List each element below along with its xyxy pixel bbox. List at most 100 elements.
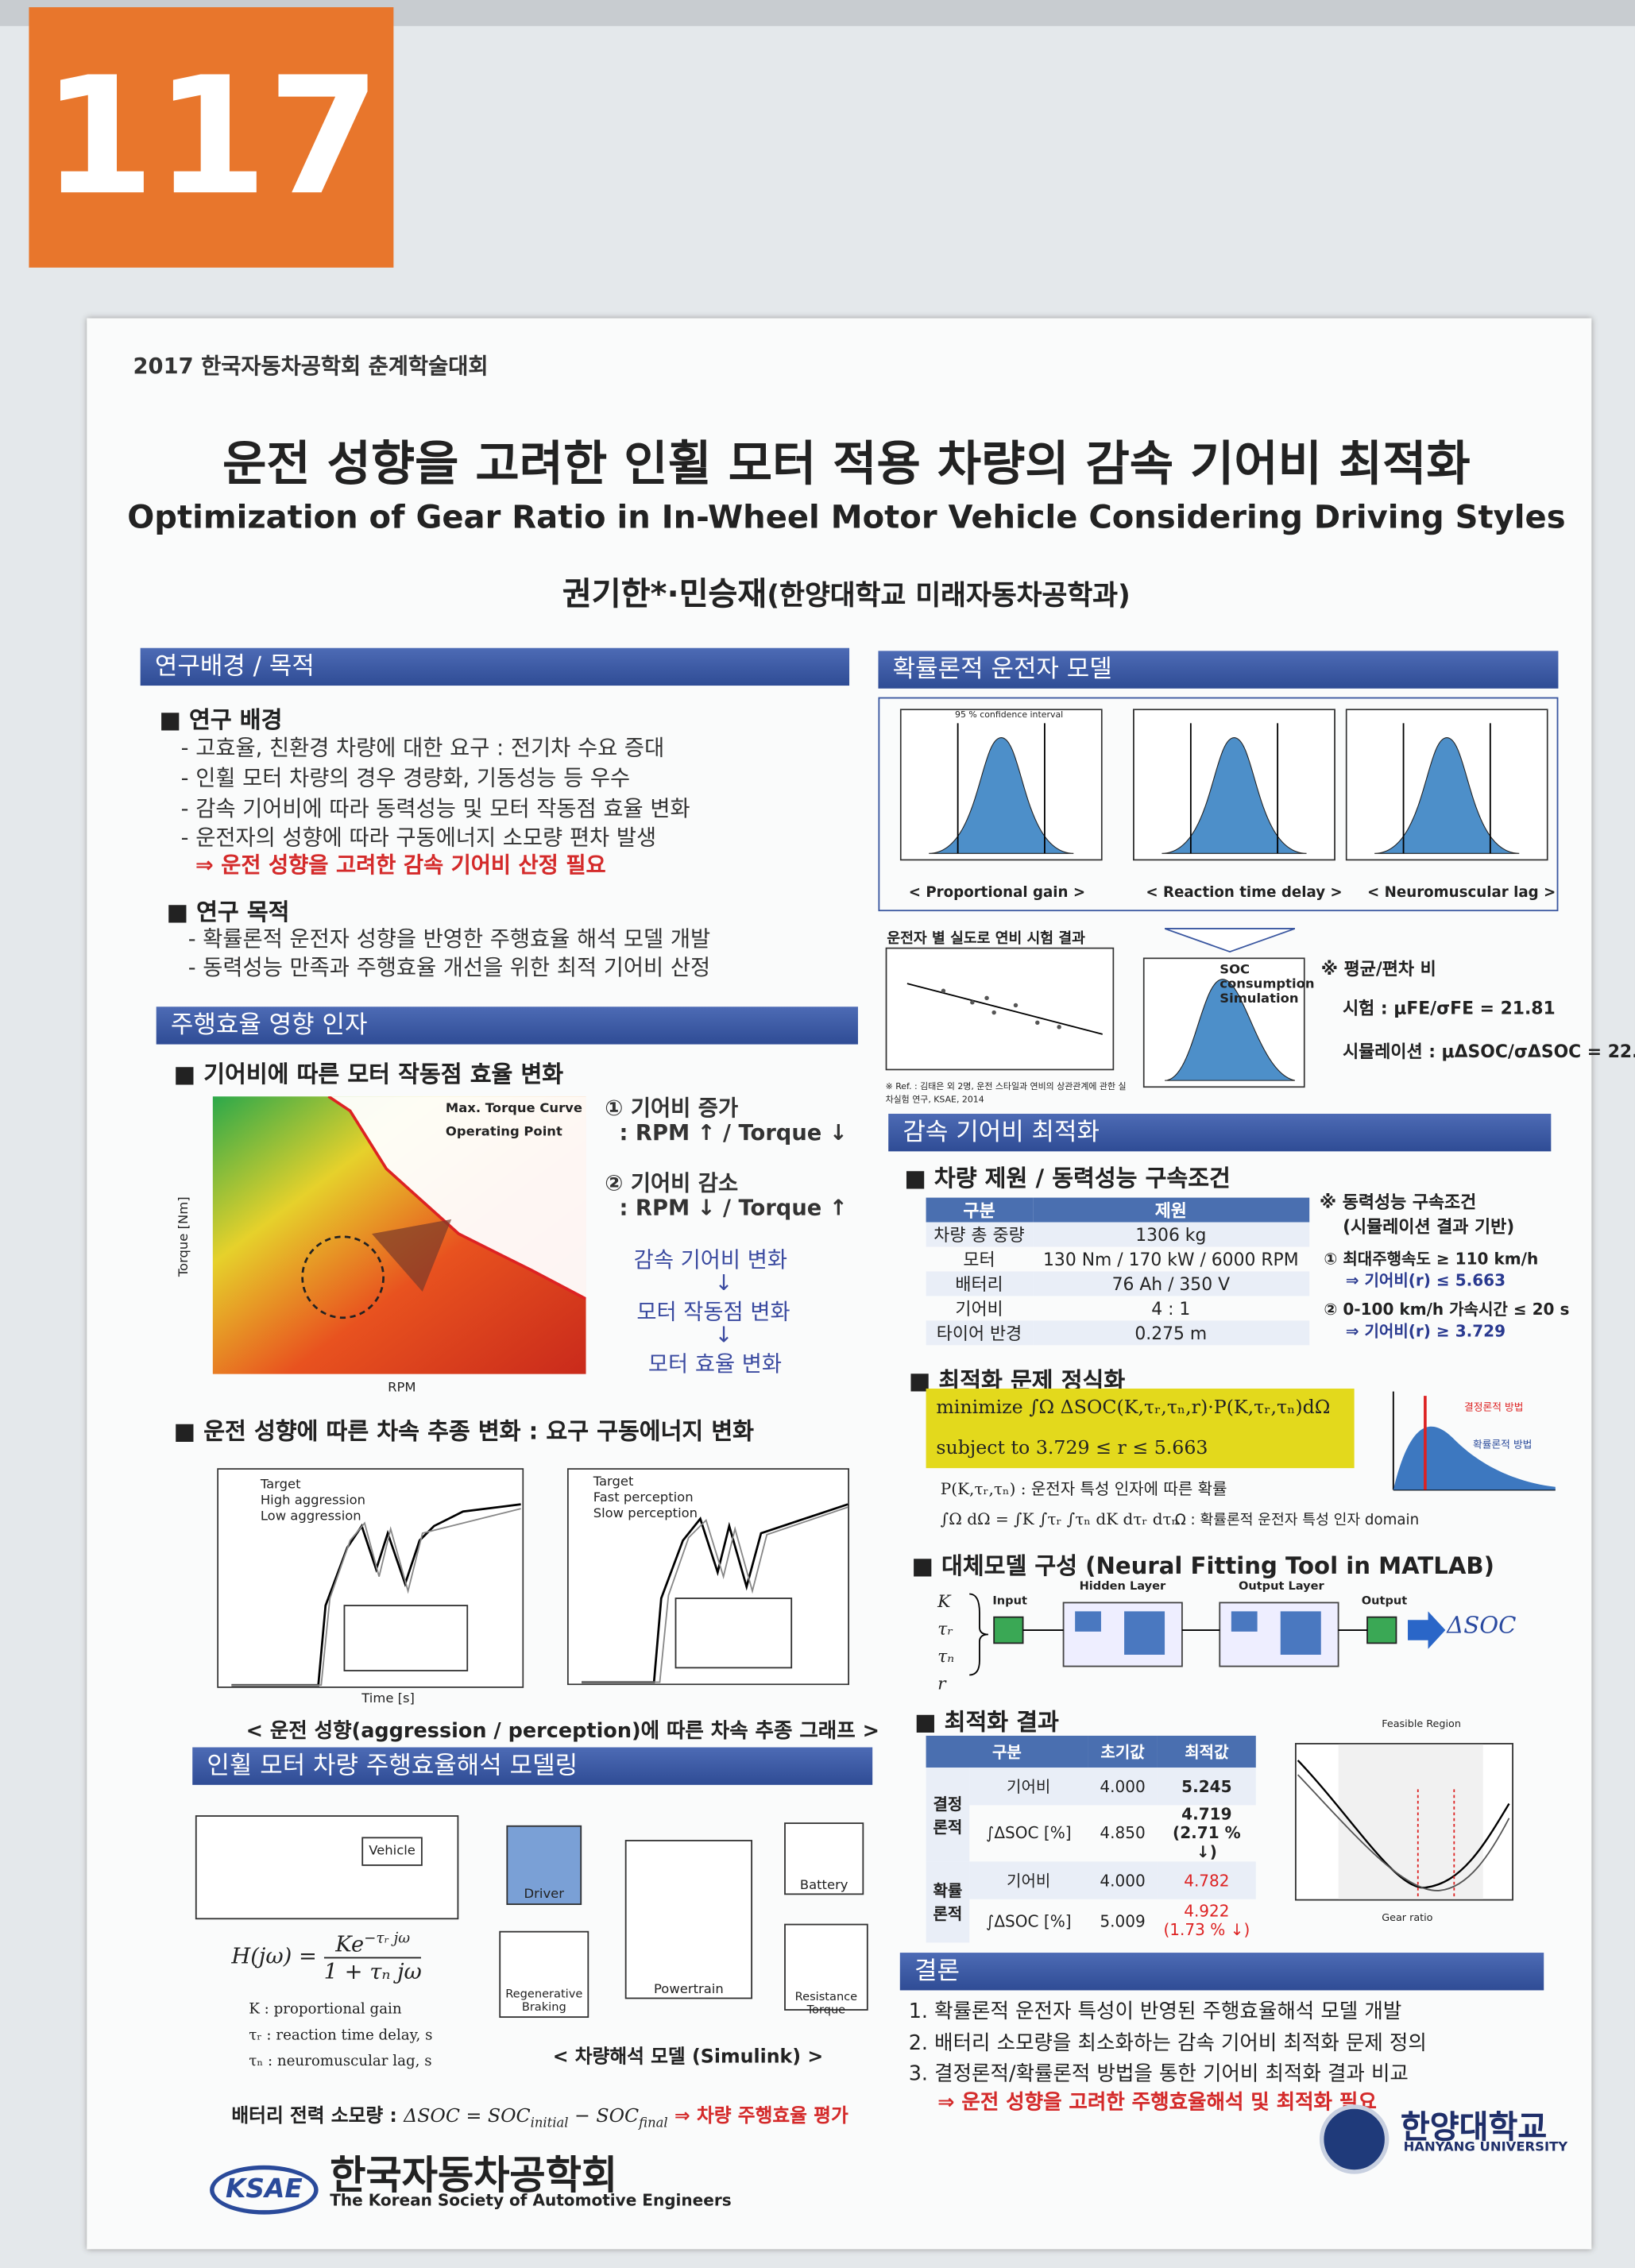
histogram bbox=[1142, 957, 1305, 1088]
graph-label: 확률론적 방법 bbox=[1472, 1439, 1533, 1451]
constraint: ⇒ 기어비(r) ≤ 5.663 bbox=[1345, 1271, 1506, 1291]
probability-graph bbox=[1392, 1391, 1556, 1491]
nn-label: Input bbox=[992, 1594, 1027, 1607]
subheading: ■ 운전 성향에 따른 차속 추종 변화 : 요구 구동에너지 변화 bbox=[173, 1417, 754, 1445]
cell: 구분 bbox=[991, 1743, 1022, 1762]
result-table: 구분 초기값 최적값 결정론적 기어비 4.000 5.245 ∫ΔSOC [%] 4.85… bbox=[926, 1735, 1256, 1942]
cell: 기어비 bbox=[1007, 1777, 1051, 1797]
ratio: 시뮬레이션 : μΔSOC/σΔSOC = 22.13 bbox=[1343, 1041, 1635, 1062]
axis-label: Torque [Nm] bbox=[177, 1196, 192, 1277]
note: : RPM ↑ / Torque ↓ bbox=[619, 1119, 848, 1146]
cell: 4 : 1 bbox=[1151, 1298, 1191, 1319]
caption: < Reaction time delay > bbox=[1146, 885, 1343, 902]
definition: Ω : 확률론적 운전자 특성 인자 domain bbox=[1174, 1513, 1420, 1529]
cell: 기어비 bbox=[1007, 1872, 1051, 1891]
cell: 구분 bbox=[963, 1200, 995, 1221]
text-line: - 감속 기어비에 따라 동력성능 및 모터 작동점 효율 변화 bbox=[180, 795, 690, 822]
spec-table: 구분 제원 차량 총 중량 1306 kg 모터 130 Nm / 170 kW / … bbox=[926, 1197, 1310, 1346]
table-row: 배터리 76 Ah / 350 V bbox=[926, 1271, 1310, 1296]
cell: 타이어 반경 bbox=[936, 1323, 1022, 1344]
objective: minimize ∫Ω ΔSOC(K,τᵣ,τₙ,r)·P(K,τᵣ,τₙ)dΩ bbox=[936, 1397, 1331, 1420]
legend-entry: Low aggression bbox=[260, 1509, 361, 1525]
network-diagram bbox=[969, 1593, 1446, 1676]
badge: 117 bbox=[29, 7, 394, 268]
caption: 운전자 별 실도로 연비 시험 결과 bbox=[887, 931, 1085, 948]
axis-label: RPM bbox=[388, 1381, 416, 1397]
formula-num: Ke bbox=[335, 1930, 365, 1957]
graph-label: 결정론적 방법 bbox=[1464, 1401, 1524, 1413]
cell: 76 Ah / 350 V bbox=[1111, 1273, 1231, 1294]
legend-entry: Operating Point bbox=[445, 1125, 562, 1140]
reference: ※ Ref. : 김태은 외 2명, 운전 스타일과 연비의 상관관계에 관한 … bbox=[885, 1081, 1127, 1106]
histogram bbox=[1345, 709, 1548, 861]
cell: 배터리 bbox=[955, 1274, 1003, 1295]
definition: τₙ : neuromuscular lag, s bbox=[249, 2054, 432, 2070]
input: r bbox=[937, 1673, 946, 1694]
nn-label: Output bbox=[1361, 1594, 1408, 1607]
cell: 1306 kg bbox=[1135, 1224, 1207, 1245]
text-line: 1. 확률론적 운전자 특성이 반영된 주행효율해석 모델 개발 bbox=[908, 2000, 1402, 2024]
text-line: 3. 결정론적/확률론적 방법을 통한 기어비 최적화 결과 비교 bbox=[908, 2062, 1409, 2086]
histogram bbox=[899, 709, 1103, 861]
constraint: (시뮬레이션 결과 기반) bbox=[1343, 1216, 1515, 1237]
formula-sub: final bbox=[639, 2116, 668, 2132]
definition: P(K,τᵣ,τₙ) : 운전자 특성 인자에 따른 확률 bbox=[940, 1479, 1227, 1499]
controller-diagram bbox=[195, 1815, 459, 1920]
cell: 130 Nm / 170 kW / 6000 RPM bbox=[1043, 1249, 1299, 1269]
annotation: SOC consumption Simulation bbox=[1219, 963, 1315, 1007]
flow-step: 모터 효율 변화 bbox=[647, 1350, 783, 1377]
arrow bbox=[1165, 928, 1295, 953]
subheading: ■ 연구 배경 bbox=[159, 705, 283, 734]
legend-entry: Fast perception bbox=[593, 1491, 694, 1506]
velocity-plot bbox=[217, 1468, 524, 1688]
text-line: - 인휠 모터 차량의 경우 경량화, 기동성능 등 우수 bbox=[180, 765, 631, 791]
efficiency-map bbox=[212, 1096, 586, 1374]
caption: < Proportional gain > bbox=[908, 885, 1086, 902]
section-heading: 결론 bbox=[899, 1953, 1544, 1991]
transfer-function: H(jω) = Ke−τᵣ jω 1 + τₙ jω bbox=[231, 1930, 422, 1985]
cell: 모터 bbox=[963, 1250, 995, 1270]
nn-label: Output Layer bbox=[1238, 1579, 1324, 1593]
subheading: ■ 대체모델 구성 (Neural Fitting Tool in MATLAB… bbox=[911, 1551, 1494, 1580]
histogram-panel bbox=[878, 697, 1559, 912]
flow-arrow: ↓ bbox=[714, 1322, 733, 1348]
label: 배터리 전력 소모량 : bbox=[231, 2106, 397, 2128]
table-row: 기어비 4 : 1 bbox=[926, 1296, 1310, 1320]
highlight: ⇒ 운전 성향을 고려한 감속 기어비 산정 필요 bbox=[195, 852, 606, 879]
block: Powertrain bbox=[624, 1840, 753, 1999]
title-ko: 운전 성향을 고려한 인휠 모터 적용 차량의 감속 기어비 최적화 bbox=[222, 435, 1471, 493]
table-header: 구분 초기값 최적값 bbox=[926, 1735, 1256, 1768]
graph-title: Feasible Region bbox=[1382, 1718, 1461, 1730]
text-line: - 운전자의 성향에 따라 구동에너지 소모량 편차 발생 bbox=[180, 824, 657, 851]
battery-formula: 배터리 전력 소모량 : ΔSOC = SOCinitial − SOCfina… bbox=[231, 2100, 848, 2131]
table-row: 확률론적 기어비 4.000 4.782 bbox=[926, 1861, 1256, 1924]
block: Resistance Torque bbox=[784, 1923, 868, 2016]
nn-output: ΔSOC bbox=[1447, 1611, 1517, 1639]
cell: 5.009 bbox=[1100, 1911, 1146, 1930]
constraint: ⇒ 기어비(r) ≥ 3.729 bbox=[1345, 1322, 1506, 1341]
text-line: 2. 배터리 소모량을 최소화하는 감속 기어비 최적화 문제 정의 bbox=[908, 2032, 1427, 2056]
cell: 초기값 bbox=[1100, 1743, 1145, 1762]
table-row: 모터 130 Nm / 170 kW / 6000 RPM bbox=[926, 1247, 1310, 1272]
title-en: Optimization of Gear Ratio in In-Wheel M… bbox=[127, 500, 1566, 537]
cell: 4.850 bbox=[1100, 1824, 1146, 1843]
definition: τᵣ : reaction time delay, s bbox=[249, 2027, 433, 2044]
cell: ∫ΔSOC [%] bbox=[985, 1824, 1072, 1843]
university-ko: 한양대학교 bbox=[1400, 2110, 1548, 2147]
flow-arrow: ↓ bbox=[714, 1269, 733, 1296]
ratio: 시험 : μFE/σFE = 21.81 bbox=[1343, 998, 1556, 1018]
note: : RPM ↓ / Torque ↑ bbox=[619, 1194, 848, 1221]
table-row: 결정론적 기어비 4.000 5.245 bbox=[926, 1768, 1256, 1837]
subheading: ■ 연구 목적 bbox=[166, 898, 290, 926]
velocity-plot bbox=[566, 1468, 850, 1686]
block: Regenerative Braking bbox=[499, 1930, 589, 2019]
legend-entry: Slow perception bbox=[593, 1507, 698, 1522]
result-graph bbox=[1294, 1743, 1513, 1901]
cell: 4.000 bbox=[1100, 1871, 1146, 1890]
definition: K : proportional gain bbox=[249, 2001, 402, 2019]
formula-den: 1 + τₙ jω bbox=[323, 1958, 422, 1985]
cell: 0.275 m bbox=[1134, 1323, 1208, 1343]
cell: 기어비 bbox=[955, 1299, 1003, 1319]
table-header: 구분 제원 bbox=[926, 1197, 1310, 1223]
